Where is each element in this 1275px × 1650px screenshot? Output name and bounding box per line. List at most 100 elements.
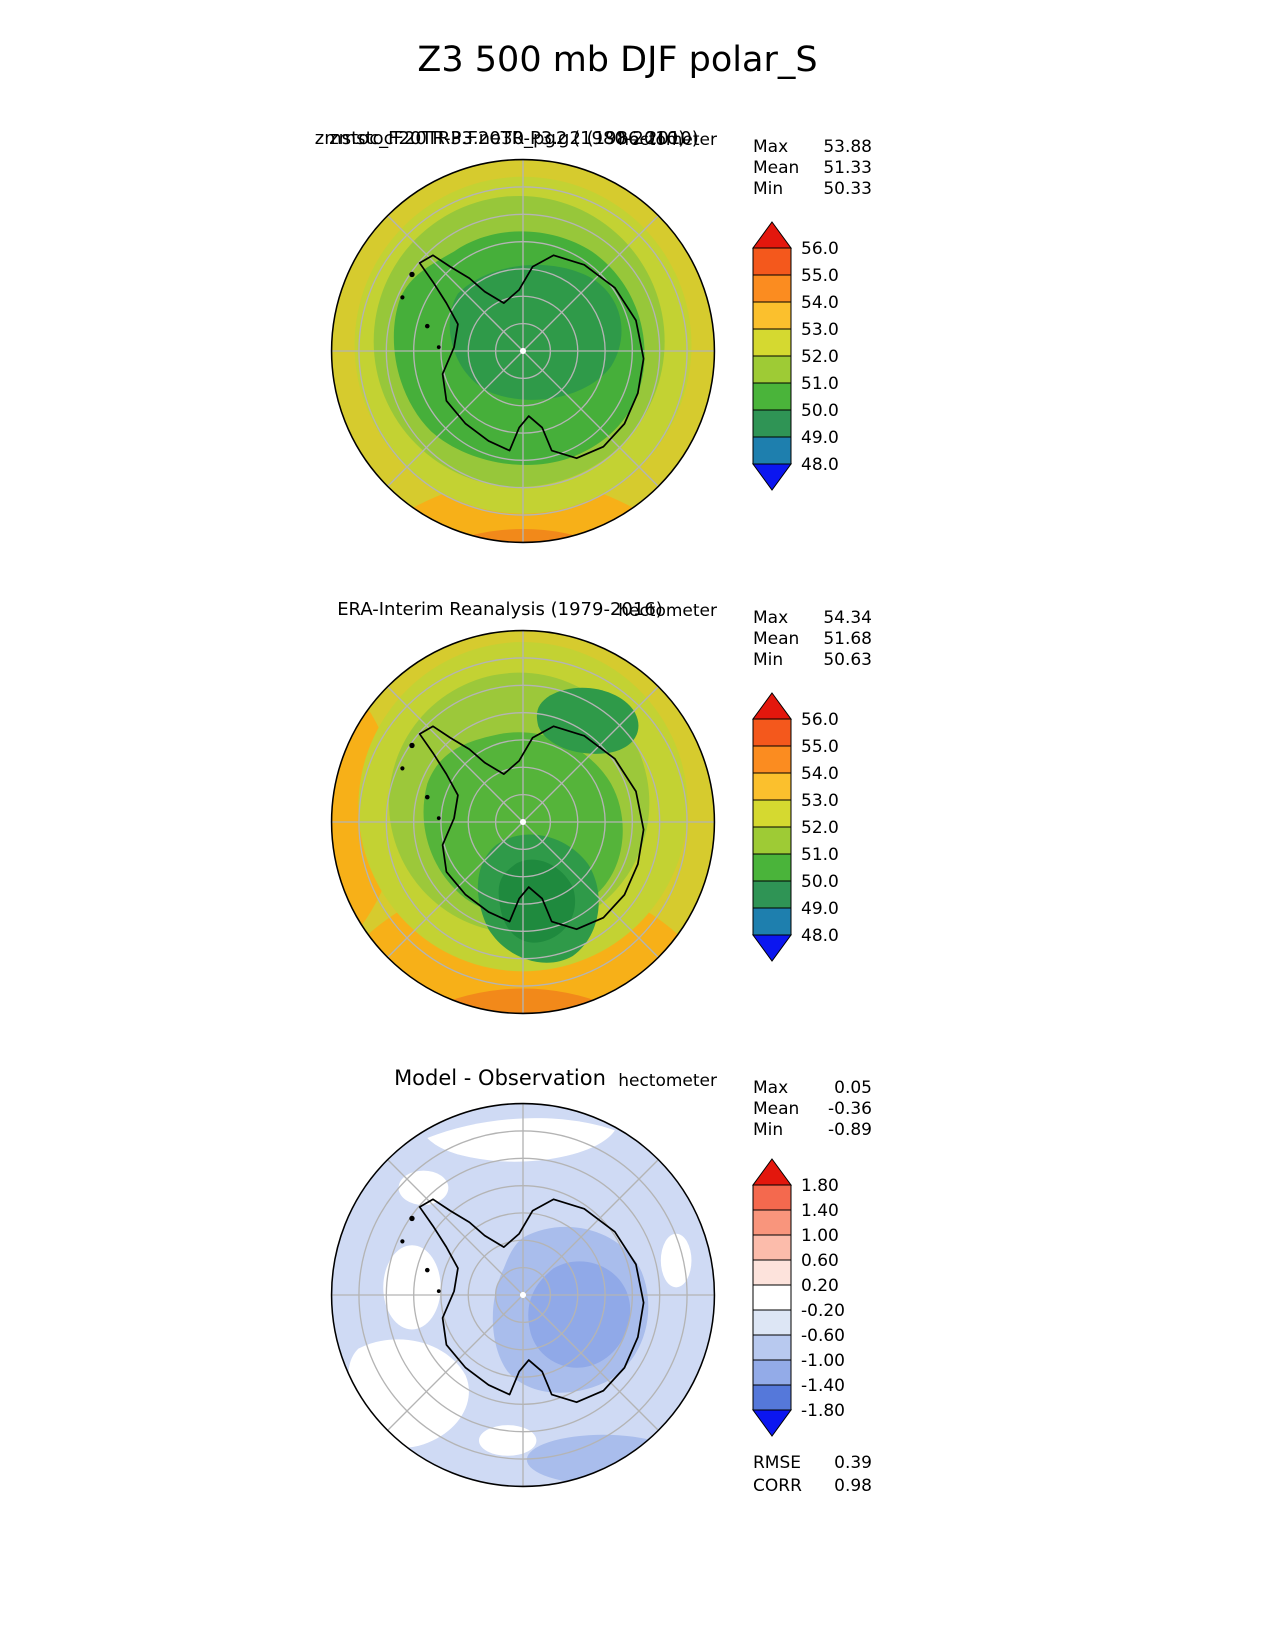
panel-model: zmstoc_F20TR-P3.ne30_pg2 (1980-2010) zms… (0, 125, 1275, 595)
stat-max-value: 0.05 (834, 1078, 872, 1098)
pole-dot (519, 1291, 527, 1299)
stat-max-label: Max (753, 608, 789, 628)
colorbar-tick-label: 48.0 (801, 926, 839, 946)
stat-row-mean: Mean 51.68 (753, 629, 872, 650)
panel-observation: ERA-Interim Reanalysis (1979-2016) hecto… (0, 596, 1275, 1066)
island (409, 271, 415, 278)
antarctica-coastline (418, 1198, 645, 1404)
colorbar-segment (752, 301, 792, 330)
stat-min-label: Min (753, 1120, 784, 1140)
panel-model-title: zmstoc_F20TR-P3.ne30_pg2 (1980-2010) (314, 128, 686, 149)
colorbar-segment (752, 382, 792, 411)
colorbar-arrow-top (752, 692, 792, 720)
colorbar-tick-label: 48.0 (801, 455, 839, 475)
stat-row-max: Max 53.88 (753, 137, 872, 158)
island (436, 816, 441, 821)
colorbar-arrow-bottom (752, 934, 792, 962)
island (436, 1289, 441, 1294)
panel-difference-skill-stats: RMSE 0.39 CORR 0.98 (753, 1452, 872, 1498)
colorbar-difference: 1.80 1.40 1.00 0.60 0.20 -0.20 -0.60 -1.00 -1.40… (752, 1158, 845, 1437)
colorbar-segment (752, 247, 792, 276)
panel-difference-units: hectometer (618, 1071, 717, 1091)
stat-min-label: Min (753, 650, 784, 670)
colorbar-segment (752, 409, 792, 438)
antarctica-coastline (418, 725, 645, 931)
colorbar-tick-label: 51.0 (801, 845, 839, 865)
panel-difference-title: Model - Observation (394, 1066, 606, 1090)
colorbar-model: 56.0 55.0 54.0 53.0 52.0 51.0 50.0 49.0 48.0 (752, 221, 839, 491)
colorbar-tick-label: 50.0 (801, 401, 839, 421)
stat-corr-value: 0.98 (834, 1476, 872, 1496)
panel-model-title-overlay: zmstocF20TR3.F20TR-P3.g2 (1986-2010) (329, 128, 699, 149)
colorbar-segment (752, 274, 792, 303)
colorbar-tick-label: 56.0 (801, 239, 839, 259)
stat-max-label: Max (753, 137, 789, 157)
island (424, 794, 430, 800)
colorbar-tick-label: 49.0 (801, 428, 839, 448)
colorbar-tick-label: -1.40 (801, 1376, 845, 1396)
island (400, 766, 405, 771)
stat-row-mean: Mean 51.33 (753, 158, 872, 179)
stat-row-max: Max 54.34 (753, 608, 872, 629)
colorbar-segment (752, 799, 792, 828)
stat-row-min: Min -0.89 (753, 1120, 872, 1141)
polar-map-difference (330, 1102, 716, 1488)
colorbar-tick-label: 1.40 (801, 1201, 839, 1221)
stat-mean-value: 51.68 (823, 629, 872, 649)
colorbar-tick-label: 0.60 (801, 1251, 839, 1271)
map-content (331, 1103, 715, 1487)
contour-fill-region (478, 1425, 537, 1456)
figure-title: Z3 500 mb DJF polar_S (417, 40, 818, 80)
stat-corr-label: CORR (753, 1476, 802, 1496)
island (400, 1239, 405, 1244)
stat-min-value: 50.63 (823, 650, 872, 670)
colorbar-segment (752, 718, 792, 747)
colorbar-tick-label: 49.0 (801, 899, 839, 919)
stat-min-label: Min (753, 179, 784, 199)
polar-map-observation (330, 629, 716, 1015)
stat-max-label: Max (753, 1078, 789, 1098)
colorbar-tick-label: 50.0 (801, 872, 839, 892)
pole-dot (519, 818, 527, 826)
colorbar-tick-label: 55.0 (801, 266, 839, 286)
colorbar-tick-label: 51.0 (801, 374, 839, 394)
island (436, 345, 441, 350)
colorbar-segment (752, 1259, 792, 1286)
stat-row-mean: Mean -0.36 (753, 1099, 872, 1120)
colorbar-tick-label: 54.0 (801, 764, 839, 784)
contour-fill-region (536, 687, 639, 754)
colorbar-segment (752, 1334, 792, 1361)
map-content (331, 630, 715, 1014)
stat-min-value: -0.89 (828, 1120, 872, 1140)
stat-rmse-value: 0.39 (834, 1453, 872, 1473)
colorbar-tick-label: 52.0 (801, 347, 839, 367)
stat-max-value: 54.34 (823, 608, 872, 628)
colorbar-segment (752, 355, 792, 384)
stat-min-value: 50.33 (823, 179, 872, 199)
colorbar-arrow-bottom (752, 463, 792, 491)
colorbar-segment (752, 772, 792, 801)
island (424, 323, 430, 329)
colorbar-tick-label: -1.00 (801, 1351, 845, 1371)
contour-fill-region (383, 1245, 441, 1330)
stat-mean-label: Mean (753, 629, 800, 649)
colorbar-segment (752, 853, 792, 882)
stat-row-min: Min 50.33 (753, 179, 872, 200)
colorbar-tick-label: -0.60 (801, 1326, 845, 1346)
colorbar-tick-label: 0.20 (801, 1276, 839, 1296)
stat-max-value: 53.88 (823, 137, 872, 157)
stat-row-rmse: RMSE 0.39 (753, 1452, 872, 1475)
stat-rmse-label: RMSE (753, 1453, 802, 1473)
contour-fill-region (427, 1118, 615, 1162)
colorbar-tick-label: 53.0 (801, 791, 839, 811)
colorbar-arrow-top (752, 221, 792, 249)
colorbar-tick-label: 1.00 (801, 1226, 839, 1246)
panel-observation-units: hectometer (618, 601, 717, 621)
panel-difference-stats: Max 0.05 Mean -0.36 Min -0.89 (753, 1078, 872, 1141)
contour-fill-region (526, 1434, 680, 1485)
pole-dot (519, 347, 527, 355)
colorbar-segment (752, 907, 792, 936)
colorbar-segment (752, 745, 792, 774)
island (409, 742, 415, 749)
colorbar-arrow-bottom (752, 1409, 792, 1437)
